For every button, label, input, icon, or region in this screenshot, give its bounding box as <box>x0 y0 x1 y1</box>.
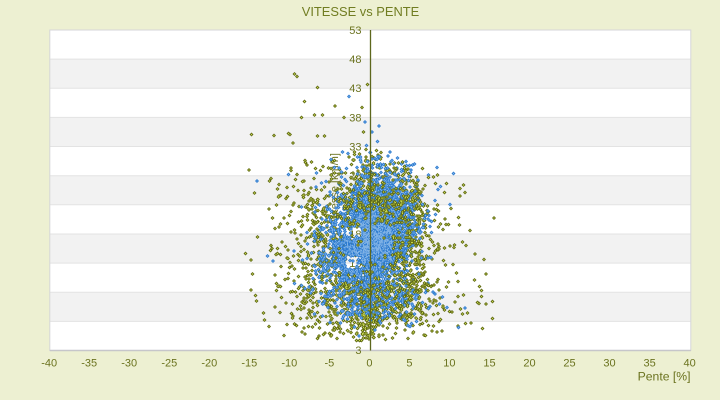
svg-text:-5: -5 <box>325 358 335 370</box>
svg-text:-35: -35 <box>81 358 97 370</box>
svg-text:38: 38 <box>349 112 361 124</box>
svg-text:-30: -30 <box>121 358 137 370</box>
svg-text:5: 5 <box>406 358 412 370</box>
svg-text:Pente [%]: Pente [%] <box>638 370 691 384</box>
svg-text:-15: -15 <box>241 358 257 370</box>
svg-text:43: 43 <box>349 83 361 95</box>
svg-text:-25: -25 <box>161 358 177 370</box>
svg-text:0: 0 <box>366 358 372 370</box>
svg-text:VITESSE vs PENTE: VITESSE vs PENTE <box>302 4 420 19</box>
svg-text:25: 25 <box>563 358 575 370</box>
svg-text:20: 20 <box>523 358 535 370</box>
svg-text:10: 10 <box>443 358 455 370</box>
svg-text:3: 3 <box>355 345 361 357</box>
svg-text:15: 15 <box>483 358 495 370</box>
svg-text:-10: -10 <box>281 358 297 370</box>
svg-text:33: 33 <box>349 141 361 153</box>
svg-text:48: 48 <box>349 54 361 66</box>
svg-text:-20: -20 <box>201 358 217 370</box>
svg-text:-40: -40 <box>41 358 57 370</box>
svg-text:30: 30 <box>603 358 615 370</box>
svg-text:35: 35 <box>643 358 655 370</box>
svg-text:53: 53 <box>349 25 361 37</box>
svg-text:40: 40 <box>683 358 695 370</box>
